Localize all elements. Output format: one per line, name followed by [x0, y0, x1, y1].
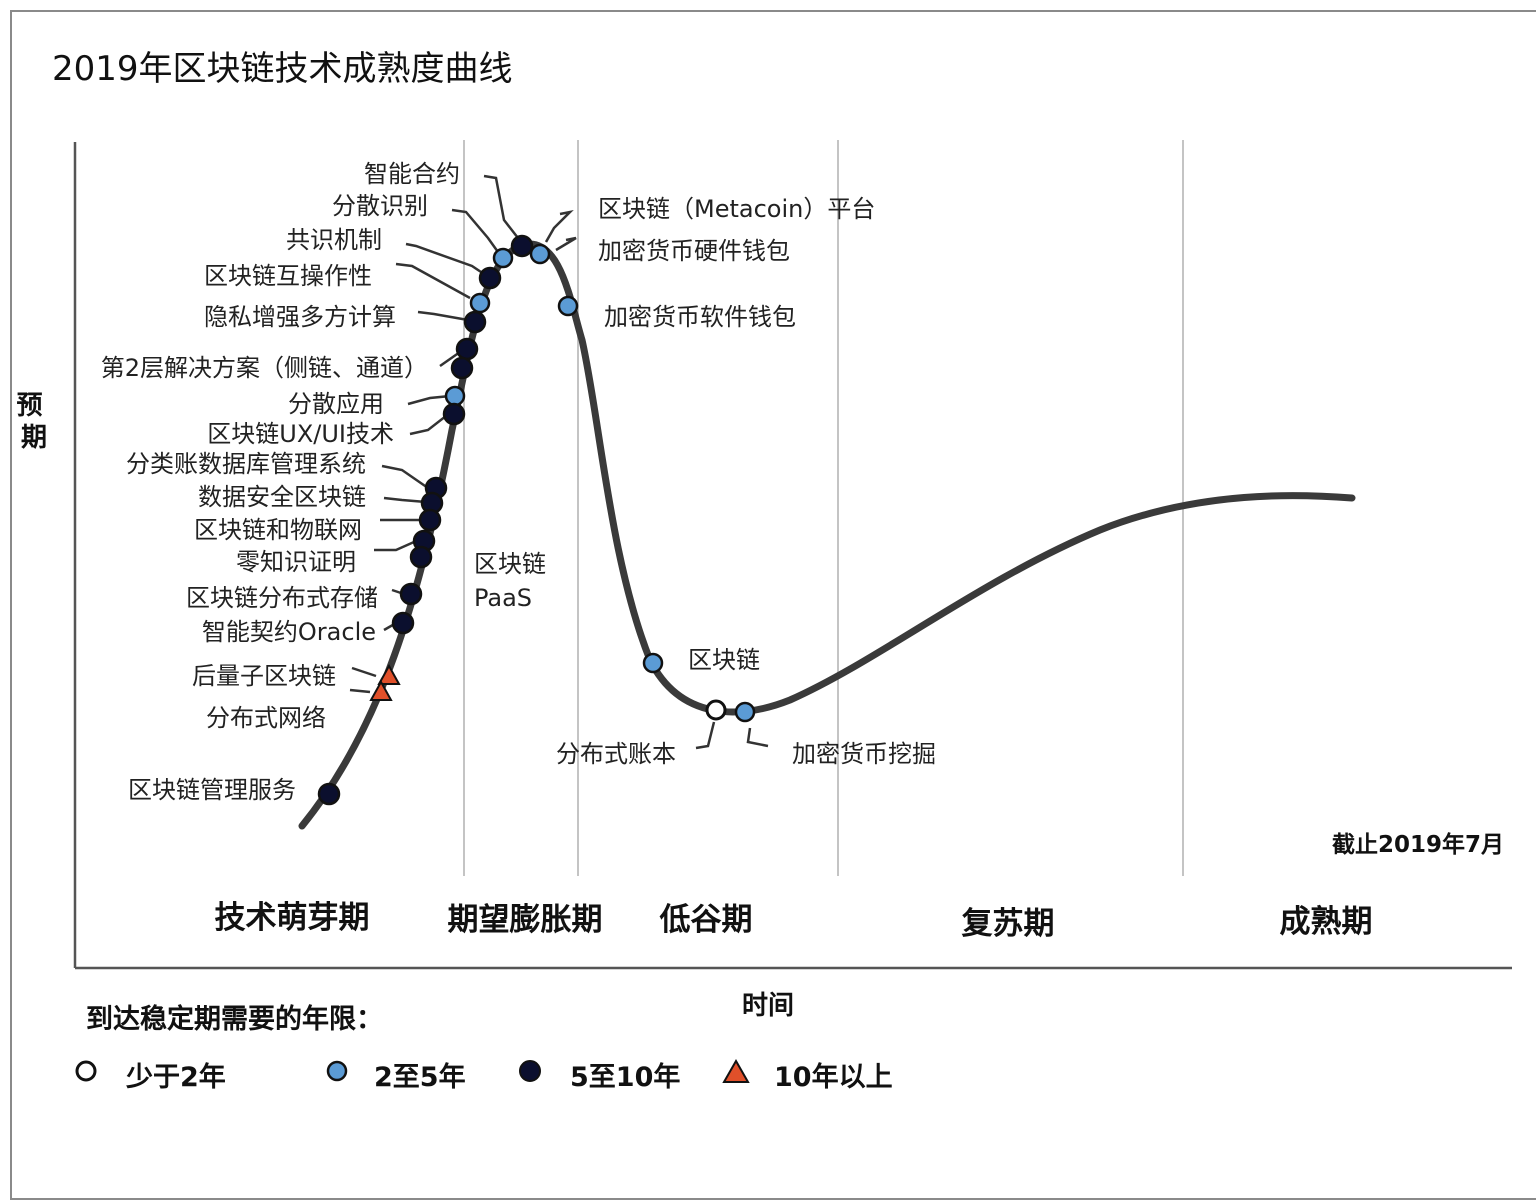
legend-marker-over-10-years	[722, 1058, 750, 1083]
technology-marker	[463, 310, 487, 334]
x-axis-label: 时间	[742, 991, 794, 1021]
legend-marker-2-to-5-years	[326, 1060, 348, 1082]
technology-marker	[409, 545, 433, 569]
legend: 少于2年 2至5年 5至10年 10年以上	[75, 1058, 893, 1093]
leader-line	[383, 496, 427, 504]
technology-label: 数据安全区块链	[198, 483, 366, 511]
leader-line	[395, 262, 471, 300]
phase-label-slope: 复苏期	[962, 906, 1055, 942]
technology-marker	[399, 582, 423, 606]
phase-label-trough: 低谷期	[659, 902, 753, 938]
legend-label-2-to-5-years: 2至5年	[374, 1061, 466, 1093]
technology-marker	[557, 295, 579, 317]
technology-label: 区块链和物联网	[194, 516, 362, 544]
technology-label: 加密货币软件钱包	[604, 303, 796, 331]
legend-label-less-than-2-years: 少于2年	[126, 1061, 226, 1093]
legend-title: 到达稳定期需要的年限：	[86, 1003, 383, 1035]
leader-line	[417, 310, 469, 322]
leader-line	[483, 174, 519, 239]
technology-label: 隐私增强多方计算	[204, 303, 396, 331]
technology-marker	[455, 337, 479, 361]
technology-marker	[529, 243, 551, 265]
technology-markers	[317, 234, 756, 806]
technology-marker	[734, 701, 756, 723]
technology-marker	[369, 679, 393, 701]
legend-label-over-10-years: 10年以上	[774, 1061, 893, 1093]
technology-label: 加密货币挖掘	[792, 740, 936, 768]
leader-line	[351, 666, 377, 678]
technology-marker	[317, 782, 341, 806]
leader-line	[544, 209, 574, 243]
technology-label: 区块链（Metacoin）平台	[598, 195, 875, 223]
technology-marker	[510, 234, 534, 258]
technology-label: 第2层解决方案（侧链、通道）	[101, 354, 428, 382]
technology-labels: 智能合约分散识别共识机制区块链互操作性隐私增强多方计算第2层解决方案（侧链、通道…	[101, 160, 936, 804]
technology-label: 分散应用	[288, 390, 384, 418]
technology-marker	[469, 292, 491, 314]
technology-marker	[442, 402, 466, 426]
technology-label-line: PaaS	[474, 584, 532, 612]
legend-label-5-to-10-years: 5至10年	[570, 1061, 680, 1093]
technology-label: 区块链 PaaS	[474, 550, 546, 612]
technology-label: 区块链	[688, 646, 760, 674]
leader-line	[381, 464, 429, 490]
y-axis-label: 预 期	[16, 391, 51, 453]
as-of-note: 截止2019年7月	[1332, 831, 1504, 858]
diagram-title: 2019年区块链技术成熟度曲线	[52, 49, 513, 89]
technology-label: 加密货币硬件钱包	[598, 237, 790, 265]
technology-marker	[391, 611, 415, 635]
leader-line	[439, 350, 461, 368]
technology-marker	[450, 356, 474, 380]
technology-marker	[642, 652, 664, 674]
hype-curve	[298, 240, 1356, 830]
legend-marker-5-to-10-years	[519, 1060, 541, 1082]
technology-label: 区块链UX/UI技术	[207, 420, 394, 448]
technology-marker	[444, 385, 466, 407]
technology-marker	[705, 699, 727, 721]
technology-label: 共识机制	[286, 226, 382, 254]
leader-line	[695, 721, 716, 750]
y-axis-label-char: 期	[21, 423, 47, 453]
technology-label: 区块链互操作性	[204, 262, 372, 290]
leader-line	[555, 236, 577, 252]
technology-label: 智能契约Oracle	[202, 618, 376, 646]
leader-line	[405, 242, 485, 276]
leader-line	[746, 727, 769, 748]
legend-marker-less-than-2-years	[75, 1060, 97, 1082]
technology-label: 区块链分布式存储	[186, 584, 378, 612]
technology-label: 分布式账本	[556, 740, 676, 768]
leader-line	[349, 688, 371, 694]
technology-label: 零知识证明	[236, 548, 356, 576]
technology-label: 后量子区块链	[192, 662, 336, 690]
phase-label-trigger: 技术萌芽期	[215, 900, 370, 936]
phase-label-peak: 期望膨胀期	[448, 902, 603, 938]
technology-label: 分类账数据库管理系统	[126, 450, 366, 478]
leader-line	[451, 208, 500, 253]
technology-label: 分散识别	[332, 192, 428, 220]
technology-label: 区块链管理服务	[128, 776, 296, 804]
leader-line	[374, 540, 415, 552]
technology-marker	[377, 663, 401, 685]
technology-marker	[492, 247, 514, 269]
technology-label-line: 区块链	[474, 550, 546, 578]
technology-marker	[418, 508, 442, 532]
technology-label: 智能合约	[364, 160, 460, 188]
phase-label-plateau: 成熟期	[1280, 904, 1373, 940]
technology-marker	[478, 266, 502, 290]
y-axis-label-char: 预	[16, 391, 42, 421]
technology-label: 分布式网络	[206, 704, 326, 732]
